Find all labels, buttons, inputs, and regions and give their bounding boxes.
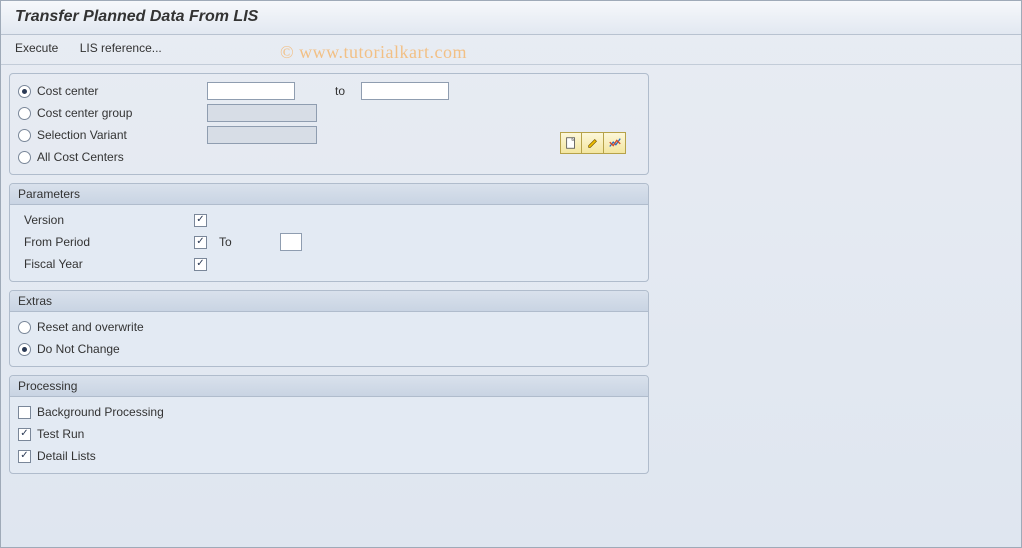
page-title: Transfer Planned Data From LIS	[1, 1, 1021, 35]
cost-center-group-radio[interactable]	[18, 107, 31, 120]
selection-group: Cost center to Cost center group Selecti…	[9, 73, 649, 175]
test-run-label: Test Run	[37, 427, 207, 441]
from-period-to-input[interactable]	[280, 233, 302, 251]
selection-variant-row: Selection Variant	[10, 124, 648, 146]
toolbar: Execute LIS reference...	[1, 35, 1021, 65]
application-window: Transfer Planned Data From LIS Execute L…	[0, 0, 1022, 548]
do-not-change-label: Do Not Change	[37, 342, 207, 356]
cost-center-row: Cost center to	[10, 80, 648, 102]
execute-button[interactable]: Execute	[15, 41, 58, 55]
version-label: Version	[24, 213, 194, 227]
selection-variant-input	[207, 126, 317, 144]
graph-icon	[608, 136, 622, 150]
cost-center-from-input[interactable]	[207, 82, 295, 100]
background-processing-label: Background Processing	[37, 405, 207, 419]
extras-title: Extras	[10, 291, 648, 312]
create-variant-button[interactable]	[560, 132, 582, 154]
cost-center-group-label: Cost center group	[37, 106, 207, 120]
from-period-checkbox[interactable]	[194, 236, 207, 249]
from-period-row: From Period To	[10, 231, 648, 253]
background-processing-checkbox[interactable]	[18, 406, 31, 419]
content-area: Cost center to Cost center group Selecti…	[1, 65, 1021, 490]
test-run-checkbox[interactable]	[18, 428, 31, 441]
version-row: Version	[10, 209, 648, 231]
cost-center-group-input	[207, 104, 317, 122]
processing-title: Processing	[10, 376, 648, 397]
pencil-icon	[586, 136, 600, 150]
cost-center-to-input[interactable]	[361, 82, 449, 100]
all-cost-centers-radio[interactable]	[18, 151, 31, 164]
do-not-change-radio[interactable]	[18, 343, 31, 356]
extras-group: Extras Reset and overwrite Do Not Change	[9, 290, 649, 367]
selection-variant-label: Selection Variant	[37, 128, 207, 142]
fiscal-year-label: Fiscal Year	[24, 257, 194, 271]
variant-icon-row	[560, 132, 626, 154]
reset-overwrite-label: Reset and overwrite	[37, 320, 207, 334]
fiscal-year-row: Fiscal Year	[10, 253, 648, 275]
detail-lists-row: Detail Lists	[10, 445, 648, 467]
parameters-title: Parameters	[10, 184, 648, 205]
document-icon	[564, 136, 578, 150]
processing-group: Processing Background Processing Test Ru…	[9, 375, 649, 474]
background-processing-row: Background Processing	[10, 401, 648, 423]
reset-overwrite-radio[interactable]	[18, 321, 31, 334]
edit-variant-button[interactable]	[582, 132, 604, 154]
version-checkbox[interactable]	[194, 214, 207, 227]
detail-lists-label: Detail Lists	[37, 449, 207, 463]
from-period-to-label: To	[219, 235, 232, 249]
cost-center-radio[interactable]	[18, 85, 31, 98]
all-cost-centers-label: All Cost Centers	[37, 150, 207, 164]
do-not-change-row: Do Not Change	[10, 338, 648, 360]
from-period-label: From Period	[24, 235, 194, 249]
detail-lists-checkbox[interactable]	[18, 450, 31, 463]
parameters-group: Parameters Version From Period To Fiscal…	[9, 183, 649, 282]
graph-variant-button[interactable]	[604, 132, 626, 154]
selection-variant-radio[interactable]	[18, 129, 31, 142]
cost-center-label: Cost center	[37, 84, 207, 98]
lis-reference-button[interactable]: LIS reference...	[80, 41, 162, 55]
cost-center-group-row: Cost center group	[10, 102, 648, 124]
fiscal-year-checkbox[interactable]	[194, 258, 207, 271]
test-run-row: Test Run	[10, 423, 648, 445]
reset-overwrite-row: Reset and overwrite	[10, 316, 648, 338]
all-cost-centers-row: All Cost Centers	[10, 146, 648, 168]
to-label: to	[335, 84, 345, 98]
